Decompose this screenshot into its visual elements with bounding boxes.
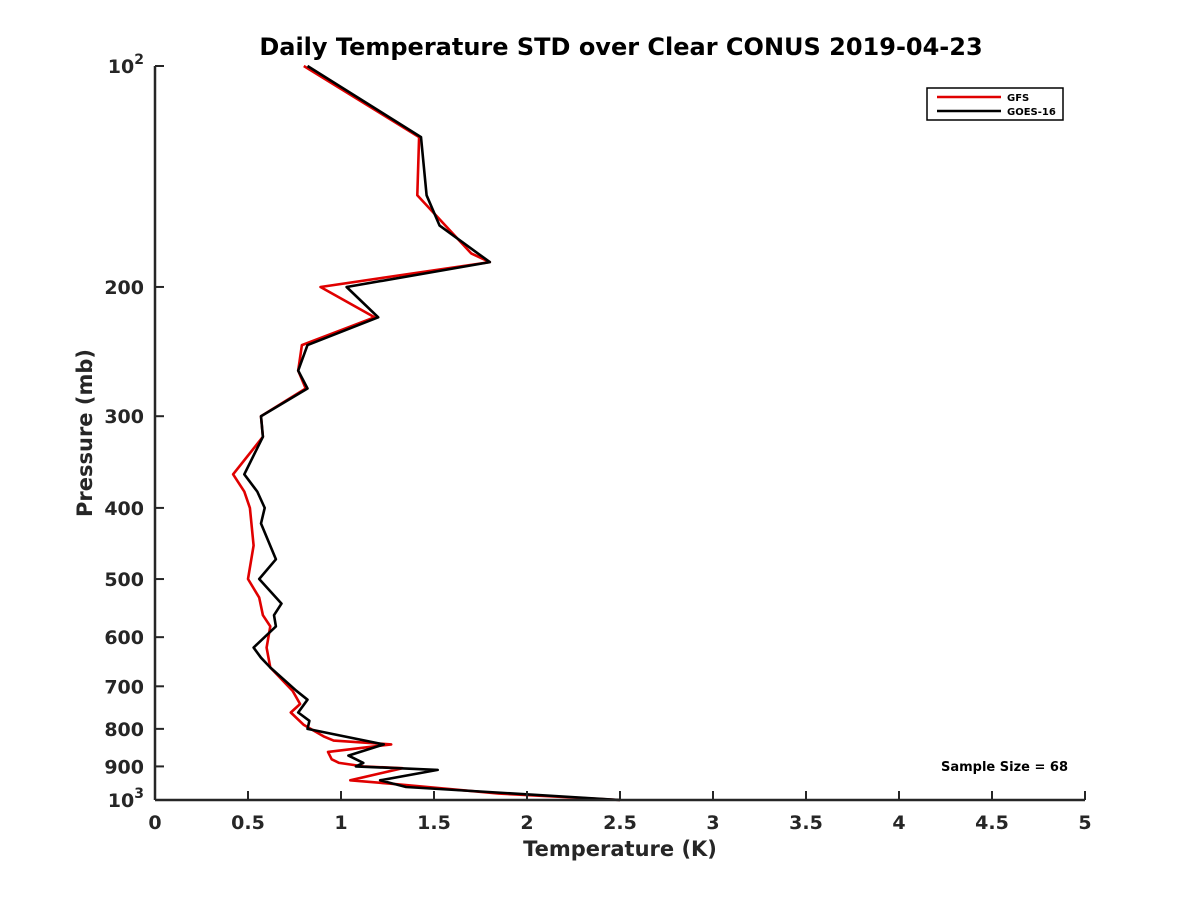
legend-box xyxy=(926,87,1064,121)
x-tick-label: 2.5 xyxy=(603,812,637,834)
x-tick-label: 2 xyxy=(520,812,533,834)
legend: GFS GOES-16 xyxy=(926,87,1064,121)
y-tick-label: 700 xyxy=(104,676,144,698)
y-axis-label: Pressure (mb) xyxy=(73,349,97,517)
x-tick-label: 0 xyxy=(148,812,161,834)
chart-title: Daily Temperature STD over Clear CONUS 2… xyxy=(259,33,982,61)
x-tick-label: 3.5 xyxy=(789,812,823,834)
plot-area: 0 0.5 1 1.5 2 2.5 3 3.5 4 4.5 5 102 200 300 400 500 600… xyxy=(104,52,1091,834)
y-tick-label: 200 xyxy=(104,277,144,299)
x-tick-label: 4.5 xyxy=(975,812,1009,834)
y-tick-label: 500 xyxy=(104,569,144,591)
y-ticks: 102 200 300 400 500 600 700 800 900 103 xyxy=(104,52,164,812)
x-tick-label: 3 xyxy=(706,812,719,834)
y-tick-label: 900 xyxy=(104,756,144,778)
x-tick-label: 1 xyxy=(334,812,347,834)
series-line-gfs xyxy=(231,64,621,802)
legend-label-gfs: GFS xyxy=(1007,93,1029,104)
x-tick-label: 4 xyxy=(892,812,905,834)
legend-label-goes-16: GOES-16 xyxy=(1007,107,1056,118)
x-tick-label: 1.5 xyxy=(417,812,451,834)
y-tick-label: 400 xyxy=(104,498,144,520)
x-tick-label: 5 xyxy=(1078,812,1091,834)
y-tick-label: 800 xyxy=(104,719,144,741)
x-tick-label: 0.5 xyxy=(231,812,265,834)
y-tick-label: 300 xyxy=(104,406,144,428)
x-ticks: 0 0.5 1 1.5 2 2.5 3 3.5 4 4.5 5 xyxy=(148,791,1092,834)
y-tick-label: 102 xyxy=(108,52,144,78)
series-layer xyxy=(231,64,621,802)
y-tick-label: 103 xyxy=(108,786,144,812)
series-line-goes-16 xyxy=(243,64,621,802)
sample-size-annotation: Sample Size = 68 xyxy=(941,760,1068,775)
y-tick-label: 600 xyxy=(104,627,144,649)
x-axis-label: Temperature (K) xyxy=(523,837,717,861)
